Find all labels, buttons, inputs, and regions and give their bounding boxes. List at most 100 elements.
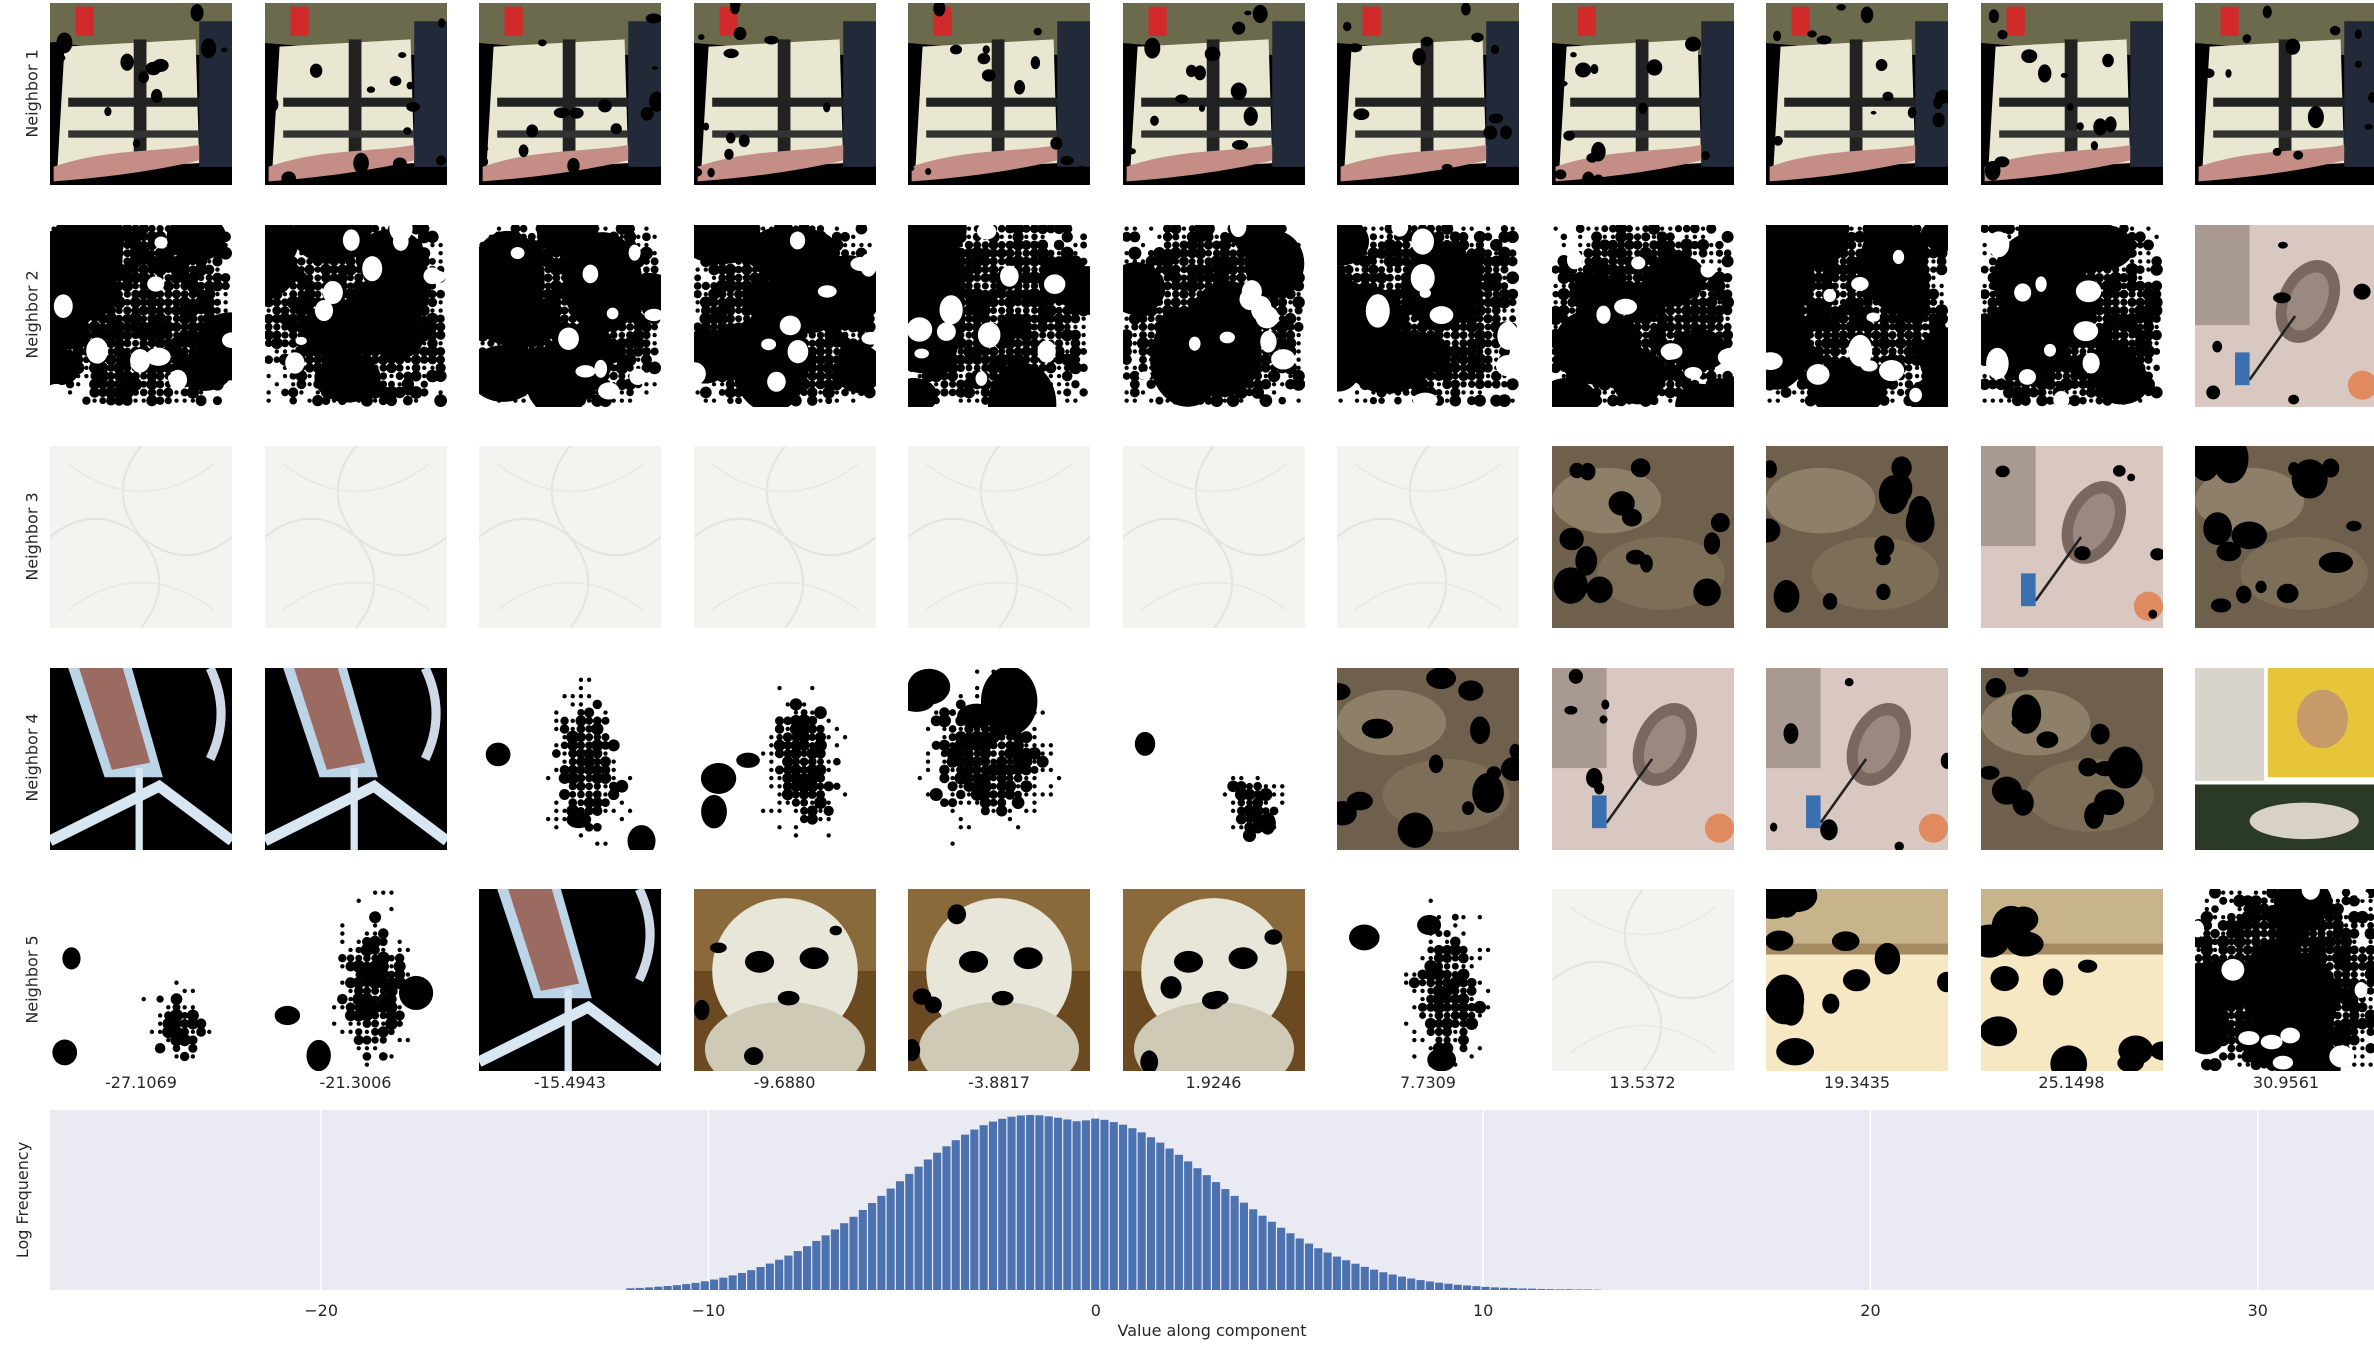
row-label-neighbor-1: Neighbor 1 bbox=[22, 3, 42, 183]
neighbor-4-thumbnail-11 bbox=[2195, 667, 2374, 850]
histogram-bar bbox=[1397, 1276, 1407, 1290]
column-value-label: -15.4943 bbox=[534, 1073, 606, 1092]
neighbor-3-thumbnail-6 bbox=[1122, 446, 1305, 628]
histogram-bar bbox=[1119, 1124, 1128, 1290]
histogram-bar bbox=[1453, 1284, 1462, 1290]
neighbor-5-thumbnail-7 bbox=[1337, 889, 1519, 1071]
histogram-bar bbox=[1500, 1287, 1509, 1290]
histogram-bar bbox=[1546, 1289, 1555, 1290]
histogram-chart: −20 −10 0 10 20 30 Value along component Log … bbox=[13, 1110, 2374, 1340]
histogram-bar bbox=[970, 1129, 979, 1290]
histogram-bar bbox=[728, 1275, 737, 1290]
histogram-x-ticks: −20 −10 0 10 20 30 bbox=[304, 1301, 2268, 1320]
histogram-bar bbox=[1528, 1288, 1537, 1290]
histogram-bar bbox=[914, 1166, 923, 1290]
neighbor-2-thumbnail-10 bbox=[1980, 224, 2163, 407]
histogram-bar bbox=[1109, 1122, 1118, 1290]
row-label-neighbor-4: Neighbor 4 bbox=[22, 668, 42, 848]
histogram-bar bbox=[933, 1152, 942, 1290]
histogram-bar bbox=[1016, 1115, 1025, 1290]
neighbor-1-thumbnail-7 bbox=[1337, 3, 1519, 185]
histogram-bar bbox=[1174, 1154, 1183, 1290]
histogram-bar bbox=[644, 1287, 654, 1290]
histogram-bar bbox=[1230, 1195, 1239, 1290]
histogram-bar bbox=[812, 1240, 821, 1290]
neighbor-5-thumbnail-1 bbox=[50, 889, 232, 1071]
histogram-bar bbox=[877, 1195, 886, 1290]
histogram-bar bbox=[849, 1216, 858, 1290]
neighbor-2-thumbnail-1 bbox=[50, 224, 232, 407]
histogram-bar bbox=[961, 1134, 970, 1290]
histogram-bar bbox=[858, 1209, 867, 1290]
histogram-bar bbox=[1267, 1221, 1276, 1290]
histogram-bar bbox=[1304, 1243, 1314, 1290]
neighbor-2-thumbnail-11 bbox=[2195, 224, 2374, 407]
histogram-bar bbox=[1351, 1263, 1360, 1290]
neighbor-4-thumbnail-10 bbox=[1980, 667, 2163, 850]
histogram-bar bbox=[1258, 1215, 1267, 1290]
histogram-bar bbox=[682, 1284, 691, 1290]
column-value-label: 1.9246 bbox=[1185, 1073, 1242, 1092]
histogram-bar bbox=[700, 1281, 709, 1290]
row-label-neighbor-5: Neighbor 5 bbox=[22, 889, 42, 1069]
column-value-label: 25.1498 bbox=[2038, 1073, 2105, 1092]
histogram-bar bbox=[775, 1259, 784, 1290]
row-label-text: Neighbor 4 bbox=[22, 713, 42, 802]
neighbor-3-thumbnail-3 bbox=[479, 446, 661, 628]
histogram-bar bbox=[663, 1286, 672, 1290]
row-label-text: Neighbor 5 bbox=[22, 934, 42, 1024]
histogram-bar bbox=[756, 1267, 765, 1290]
neighbor-4-thumbnail-1 bbox=[50, 667, 232, 850]
histogram-bar bbox=[923, 1159, 932, 1290]
neighbor-4-thumbnail-5 bbox=[908, 667, 1090, 850]
neighbor-2-thumbnail-5 bbox=[908, 224, 1090, 407]
neighbor-5-thumbnail-8 bbox=[1551, 889, 1734, 1071]
neighbor-5-thumbnail-10 bbox=[1980, 889, 2163, 1071]
histogram-bar bbox=[1555, 1289, 1565, 1290]
histogram-bar bbox=[830, 1229, 839, 1290]
histogram-bar bbox=[1091, 1118, 1100, 1290]
x-tick-label: 10 bbox=[1473, 1301, 1493, 1320]
histogram-bar bbox=[1007, 1116, 1016, 1290]
histogram-bar bbox=[868, 1203, 877, 1290]
histogram-bar bbox=[1063, 1119, 1072, 1290]
histogram-bar bbox=[1221, 1189, 1230, 1290]
histogram-bar bbox=[793, 1251, 802, 1290]
histogram-bar bbox=[737, 1272, 746, 1290]
neighbor-4-thumbnail-9 bbox=[1766, 667, 1948, 850]
histogram-bar bbox=[1295, 1238, 1304, 1290]
histogram-bar bbox=[1137, 1132, 1146, 1290]
neighbor-4-thumbnail-2 bbox=[264, 667, 447, 850]
histogram-bar bbox=[1518, 1288, 1527, 1290]
row-label-text: Neighbor 2 bbox=[22, 270, 42, 359]
histogram-bar bbox=[710, 1279, 719, 1290]
histogram-bar bbox=[1490, 1287, 1499, 1290]
neighbor-3-thumbnail-10 bbox=[1980, 446, 2163, 628]
column-value-label: -27.1069 bbox=[105, 1073, 177, 1092]
row-label-neighbor-3: Neighbor 3 bbox=[22, 446, 42, 626]
histogram-bar bbox=[1239, 1202, 1248, 1290]
histogram-bar bbox=[1360, 1266, 1369, 1290]
histogram-bar bbox=[1081, 1120, 1090, 1290]
histogram-bars bbox=[626, 1114, 1602, 1290]
neighbor-grid: Neighbor 1 bbox=[22, 3, 2374, 1092]
x-tick-label: 20 bbox=[1860, 1301, 1880, 1320]
column-value-label: 7.7309 bbox=[1400, 1073, 1456, 1092]
neighbor-1-thumbnail-3 bbox=[479, 3, 661, 185]
histogram-bar bbox=[1156, 1142, 1165, 1290]
histogram-bar bbox=[1342, 1260, 1351, 1290]
neighbor-2-thumbnail-2 bbox=[264, 224, 447, 407]
histogram-bar bbox=[1249, 1209, 1258, 1290]
histogram-bar bbox=[1537, 1288, 1546, 1290]
histogram-bar bbox=[886, 1188, 895, 1290]
column-value-label: 13.5372 bbox=[1609, 1073, 1676, 1092]
histogram-bar bbox=[1509, 1288, 1518, 1290]
histogram-bar bbox=[1212, 1182, 1221, 1290]
histogram-bar bbox=[821, 1235, 830, 1290]
x-axis-label: Value along component bbox=[1118, 1321, 1307, 1340]
histogram-bar bbox=[747, 1270, 756, 1290]
neighbor-3-thumbnail-11 bbox=[2195, 446, 2374, 628]
neighbor-5-thumbnail-9 bbox=[1766, 889, 1948, 1071]
x-tick-label: 30 bbox=[2248, 1301, 2268, 1320]
histogram-bar bbox=[998, 1118, 1007, 1290]
